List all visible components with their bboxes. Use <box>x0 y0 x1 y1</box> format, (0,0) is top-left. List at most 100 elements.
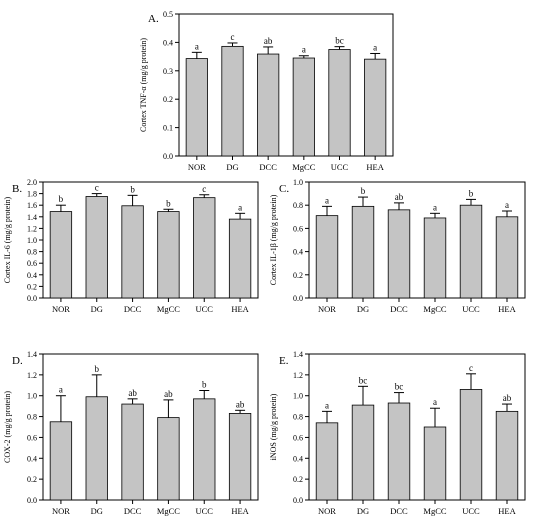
y-tick-label: 1.4 <box>293 350 303 359</box>
bar-DG <box>351 404 375 501</box>
significance-letter: a <box>505 200 509 210</box>
y-tick-label: 0.4 <box>27 454 37 463</box>
significance-letter: b <box>166 198 171 208</box>
chart-panel-1: A. 0.0 0.1 0.2 0.3 0.4 0.5 Cortex TNF-α (mg/g p… <box>139 10 394 172</box>
y-tick-label: 1.2 <box>293 371 303 380</box>
y-tick-label: 0.1 <box>163 124 173 133</box>
y-tick-label: 0.6 <box>293 433 303 442</box>
significance-letter: bc <box>359 375 368 385</box>
bar-NOR <box>315 422 339 501</box>
plot-frame <box>178 13 394 157</box>
x-tick-label: DCC <box>124 506 142 516</box>
bar-HEA <box>228 218 252 299</box>
plot-frame <box>42 181 259 299</box>
y-axis-label: COX-2 (mg/g protein) <box>3 391 12 463</box>
x-tick-label: NOR <box>318 304 336 314</box>
significance-letter: ab <box>395 192 404 202</box>
significance-letter: ab <box>236 399 245 409</box>
x-tick-label: DG <box>91 506 103 516</box>
significance-letter: a <box>238 202 242 212</box>
bar-DG <box>221 45 244 157</box>
x-tick-label: MgCC <box>157 506 180 516</box>
y-tick-label: 0.3 <box>163 67 173 76</box>
x-tick-label: MgCC <box>157 304 180 314</box>
bar-DCC <box>387 402 411 501</box>
y-tick-label: 0.8 <box>27 248 37 257</box>
y-tick-label: 0.4 <box>27 271 37 280</box>
x-tick-label: MgCC <box>423 506 446 516</box>
y-tick-label: 0.6 <box>27 259 37 268</box>
y-tick-label: 0.2 <box>293 271 303 280</box>
significance-letter: a <box>325 195 329 205</box>
x-tick-label: NOR <box>52 304 70 314</box>
significance-letter: a <box>302 45 306 55</box>
y-tick-label: 1.0 <box>27 236 37 245</box>
x-tick-label: UCC <box>196 304 214 314</box>
bar-DCC <box>257 53 280 157</box>
y-tick-label: 1.0 <box>293 178 303 187</box>
bar-UCC <box>459 204 483 299</box>
x-tick-label: DG <box>357 506 369 516</box>
y-tick-label: 1.0 <box>293 392 303 401</box>
significance-letter: a <box>59 385 63 395</box>
significance-letter: ab <box>503 393 512 403</box>
chart-panel-4: D. 0.0 0.2 0.4 0.6 0.8 1.0 1.2 1.4 COX-2 (mg/g pr… <box>3 350 259 516</box>
x-tick-label: DCC <box>390 506 408 516</box>
bar-MgCC <box>423 217 447 299</box>
x-tick-label: HEA <box>366 162 384 172</box>
y-tick-label: 0.2 <box>27 475 37 484</box>
x-tick-label: MgCC <box>292 162 315 172</box>
y-tick-label: 0.2 <box>27 282 37 291</box>
x-tick-label: HEA <box>498 304 516 314</box>
bar-DCC <box>387 209 411 299</box>
x-tick-label: NOR <box>318 506 336 516</box>
y-axis-label: Cortex IL-1β (mg/g protein) <box>269 194 278 285</box>
bar-NOR <box>315 215 339 299</box>
significance-letter: a <box>373 42 377 52</box>
x-tick-label: DG <box>91 304 103 314</box>
significance-letter: c <box>469 363 473 373</box>
panel-label: D. <box>12 355 23 367</box>
y-tick-label: 0.5 <box>163 10 173 19</box>
y-tick-label: 0.8 <box>293 201 303 210</box>
y-tick-label: 0.8 <box>293 413 303 422</box>
significance-letter: b <box>202 380 207 390</box>
panel-label: E. <box>279 355 289 367</box>
bar-MgCC <box>157 211 180 299</box>
x-tick-label: DG <box>357 304 369 314</box>
significance-letter: a <box>325 400 329 410</box>
y-tick-label: 0.4 <box>293 248 303 257</box>
plot-frame <box>308 181 526 299</box>
x-tick-label: DCC <box>390 304 408 314</box>
bar-DCC <box>121 403 144 501</box>
significance-letter: b <box>95 364 100 374</box>
bar-MgCC <box>157 417 180 501</box>
bar-UCC <box>328 49 351 157</box>
x-tick-label: UCC <box>462 304 480 314</box>
bar-HEA <box>495 216 519 299</box>
panel-label: B. <box>12 183 22 195</box>
x-tick-label: UCC <box>196 506 214 516</box>
bar-HEA <box>495 410 519 501</box>
y-tick-label: 1.8 <box>27 190 37 199</box>
significance-letter: c <box>202 184 206 194</box>
x-tick-label: DCC <box>124 304 142 314</box>
significance-letter: c <box>231 32 235 42</box>
x-tick-label: NOR <box>188 162 206 172</box>
significance-letter: b <box>469 188 474 198</box>
bar-DG <box>85 396 108 501</box>
y-tick-label: 0.0 <box>293 294 303 303</box>
x-tick-label: UCC <box>462 506 480 516</box>
y-tick-label: 0.6 <box>27 433 37 442</box>
chart-panel-5: E. 0.0 0.2 0.4 0.6 0.8 1.0 1.2 1.4 iNOS (mg/g pro… <box>269 350 526 516</box>
x-tick-label: DCC <box>259 162 277 172</box>
panel-label: A. <box>148 13 159 25</box>
significance-letter: a <box>433 397 437 407</box>
x-tick-label: HEA <box>231 506 249 516</box>
significance-letter: b <box>130 184 135 194</box>
significance-letter: a <box>433 202 437 212</box>
y-tick-label: 1.2 <box>27 371 37 380</box>
significance-letter: b <box>59 194 64 204</box>
bar-UCC <box>459 389 483 501</box>
